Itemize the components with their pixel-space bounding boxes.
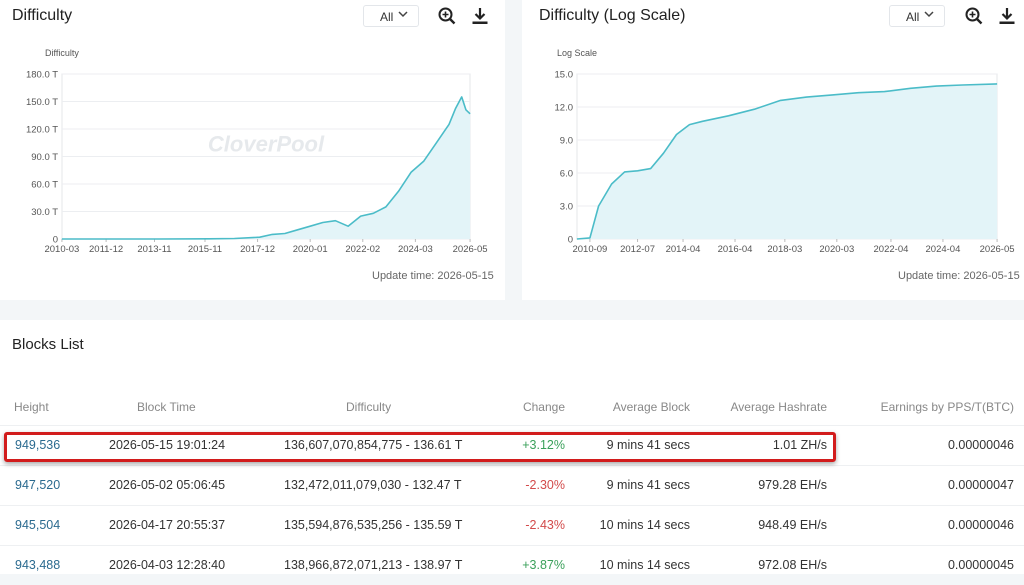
y-axis-label: Difficulty bbox=[45, 48, 79, 58]
difficulty-range-value: All bbox=[380, 10, 394, 24]
x-tick-label: 2018-03 bbox=[767, 244, 802, 255]
block-earnings: 0.00000046 bbox=[947, 518, 1014, 532]
x-tick-label: 2026-05 bbox=[980, 244, 1015, 255]
y-tick-label: 90.0 T bbox=[31, 152, 58, 163]
log-chart-card: Difficulty (Log Scale) All 0 3.0 6.0 9.0 12.… bbox=[522, 0, 1024, 300]
y-tick-label: 120.0 T bbox=[26, 125, 58, 136]
block-average-time: 9 mins 41 secs bbox=[606, 478, 690, 492]
block-difficulty: 136,607,070,854,775 - 136.61 T bbox=[284, 438, 463, 452]
block-earnings: 0.00000047 bbox=[947, 478, 1014, 492]
header-block-time: Block Time bbox=[137, 400, 196, 414]
table-row: 945,504 2026-04-17 20:55:37 135,594,876,… bbox=[0, 505, 1024, 545]
zoom-in-icon[interactable] bbox=[965, 7, 983, 25]
series-line bbox=[576, 83, 998, 240]
block-average-hashrate: 979.28 EH/s bbox=[758, 478, 827, 492]
block-average-time: 10 mins 14 secs bbox=[599, 558, 690, 572]
block-time: 2026-05-02 05:06:45 bbox=[109, 478, 226, 492]
watermark: CloverPool bbox=[208, 132, 325, 157]
highlight-box bbox=[4, 432, 836, 462]
x-tick-label: 2026-05 bbox=[453, 244, 488, 255]
table-row: 947,520 2026-05-02 05:06:45 132,472,011,… bbox=[0, 465, 1024, 505]
y-tick-label: 150.0 T bbox=[26, 97, 58, 108]
block-average-hashrate: 972.08 EH/s bbox=[758, 558, 827, 572]
block-difficulty: 135,594,876,535,256 - 135.59 T bbox=[284, 518, 463, 532]
x-tick-label: 2020-01 bbox=[293, 244, 328, 255]
y-tick-label: 3.0 bbox=[560, 202, 573, 213]
x-tick-label: 2024-03 bbox=[398, 244, 433, 255]
header-average-block: Average Block bbox=[612, 400, 690, 414]
block-change: -2.43% bbox=[525, 518, 565, 532]
series-line bbox=[61, 96, 471, 240]
y-tick-label: 30.0 T bbox=[31, 207, 58, 218]
block-time: 2026-04-17 20:55:37 bbox=[109, 518, 226, 532]
y-tick-label: 12.0 bbox=[555, 103, 574, 114]
x-tick-label: 2024-04 bbox=[926, 244, 961, 255]
log-chart-title: Difficulty (Log Scale) bbox=[539, 7, 686, 24]
block-earnings: 0.00000046 bbox=[947, 438, 1014, 452]
block-difficulty: 132,472,011,079,030 - 132.47 T bbox=[284, 478, 462, 492]
header-change: Change bbox=[522, 400, 565, 414]
header-average-hashrate: Average Hashrate bbox=[730, 400, 827, 414]
y-tick-label: 180.0 T bbox=[26, 70, 58, 81]
table-row: 943,488 2026-04-03 12:28:40 138,966,872,… bbox=[0, 545, 1024, 585]
block-change: +3.12% bbox=[522, 438, 565, 452]
log-range-select[interactable]: All bbox=[889, 5, 945, 27]
difficulty-chart-title: Difficulty bbox=[12, 7, 73, 24]
download-icon[interactable] bbox=[471, 7, 489, 25]
block-time: 2026-05-15 19:01:24 bbox=[109, 438, 226, 452]
block-height-link[interactable]: 945,504 bbox=[15, 518, 61, 532]
x-tick-label: 2012-07 bbox=[620, 244, 655, 255]
download-icon[interactable] bbox=[998, 7, 1016, 25]
blocks-list-title: Blocks List bbox=[12, 336, 84, 353]
series-area bbox=[61, 96, 471, 240]
chevron-down-icon bbox=[398, 11, 408, 18]
y-tick-label: 9.0 bbox=[560, 136, 573, 147]
chevron-down-icon bbox=[924, 11, 934, 18]
difficulty-chart: 0 30.0 T 60.0 T 90.0 T 120.0 T 150.0 T 180.0 T… bbox=[26, 48, 488, 255]
x-tick-label: 2022-04 bbox=[874, 244, 909, 255]
header-difficulty: Difficulty bbox=[346, 400, 392, 414]
block-average-time: 9 mins 41 secs bbox=[606, 438, 690, 452]
x-tick-label: 2013-11 bbox=[137, 244, 171, 255]
x-tick-label: 2016-04 bbox=[718, 244, 753, 255]
block-change: -2.30% bbox=[525, 478, 565, 492]
block-average-hashrate: 1.01 ZH/s bbox=[772, 438, 827, 452]
block-time: 2026-04-03 12:28:40 bbox=[109, 558, 226, 572]
block-difficulty: 138,966,872,071,213 - 138.97 T bbox=[284, 558, 463, 572]
x-tick-label: 2020-03 bbox=[819, 244, 854, 255]
log-update-time: Update time: 2026-05-15 bbox=[898, 270, 1020, 282]
block-height-link[interactable]: 949,536 bbox=[15, 438, 61, 452]
difficulty-range-select[interactable]: All bbox=[363, 5, 419, 27]
y-tick-label: 6.0 bbox=[560, 169, 573, 180]
block-change: +3.87% bbox=[522, 558, 565, 572]
y-tick-label: 60.0 T bbox=[31, 180, 58, 191]
zoom-in-icon[interactable] bbox=[438, 7, 456, 25]
log-chart: 0 3.0 6.0 9.0 12.0 15.0 2010-09 2012-07 2014-04 2… bbox=[555, 48, 1015, 255]
x-tick-label: 2015-11 bbox=[188, 244, 222, 255]
y-tick-label: 0 bbox=[568, 235, 573, 246]
y-tick-label: 0 bbox=[53, 235, 58, 246]
x-tick-label: 2014-04 bbox=[666, 244, 701, 255]
block-earnings: 0.00000045 bbox=[947, 558, 1014, 572]
blocks-list-panel: Blocks List Height Block Time Difficulty… bbox=[0, 320, 1024, 574]
block-height-link[interactable]: 943,488 bbox=[15, 558, 61, 572]
log-range-value: All bbox=[906, 10, 920, 24]
header-earnings: Earnings by PPS/T(BTC) bbox=[880, 400, 1014, 414]
x-tick-label: 2017-12 bbox=[240, 244, 275, 255]
block-average-hashrate: 948.49 EH/s bbox=[758, 518, 827, 532]
difficulty-chart-card: Difficulty All 0 30.0 T 60.0 T 90.0 T 120.0 … bbox=[0, 0, 505, 300]
header-height: Height bbox=[14, 400, 49, 414]
table-row: 949,536 2026-05-15 19:01:24 136,607,070,… bbox=[0, 425, 1024, 465]
block-height-link[interactable]: 947,520 bbox=[15, 478, 61, 492]
x-tick-label: 2011-12 bbox=[89, 244, 123, 255]
y-tick-label: 15.0 bbox=[555, 70, 574, 81]
x-tick-label: 2010-03 bbox=[44, 244, 79, 255]
block-average-time: 10 mins 14 secs bbox=[599, 518, 690, 532]
x-tick-label: 2022-02 bbox=[345, 244, 380, 255]
series-area bbox=[576, 83, 998, 240]
difficulty-update-time: Update time: 2026-05-15 bbox=[372, 270, 494, 282]
y-axis-label: Log Scale bbox=[557, 48, 597, 58]
x-tick-label: 2010-09 bbox=[572, 244, 607, 255]
